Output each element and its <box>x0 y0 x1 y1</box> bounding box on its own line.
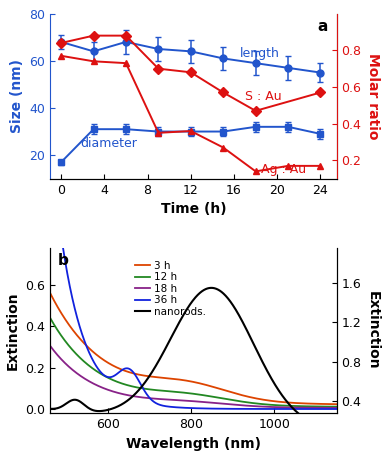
X-axis label: Wavelength (nm): Wavelength (nm) <box>126 437 261 450</box>
Text: length: length <box>240 47 279 60</box>
Text: diameter: diameter <box>80 137 137 150</box>
Y-axis label: Molar ratio: Molar ratio <box>366 53 380 139</box>
Text: Ag : Au: Ag : Au <box>261 163 306 176</box>
Text: S : Au: S : Au <box>245 90 281 103</box>
Y-axis label: Size (nm): Size (nm) <box>10 59 24 133</box>
Y-axis label: Extinction: Extinction <box>366 291 380 370</box>
X-axis label: Time (h): Time (h) <box>161 202 226 216</box>
Text: a: a <box>318 19 328 34</box>
Y-axis label: Extinction: Extinction <box>6 291 20 370</box>
Text: b: b <box>58 253 68 268</box>
Legend: 3 h, 12 h, 18 h, 36 h, nanorods.: 3 h, 12 h, 18 h, 36 h, nanorods. <box>130 257 211 321</box>
